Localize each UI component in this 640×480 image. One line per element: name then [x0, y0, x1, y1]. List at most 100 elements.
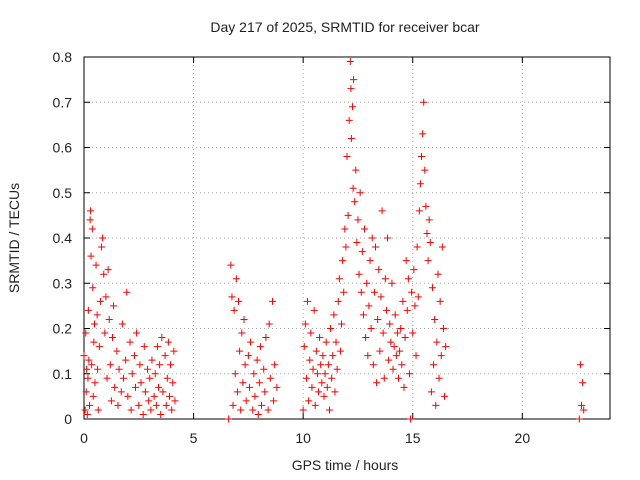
data-point: [401, 334, 409, 342]
data-point: [347, 85, 355, 93]
data-point: [83, 410, 91, 418]
data-point: [381, 275, 389, 283]
data-point: [250, 370, 258, 378]
data-point: [348, 103, 356, 111]
data-point: [270, 397, 278, 405]
data-point: [424, 257, 432, 265]
data-point: [235, 297, 243, 305]
data-point: [91, 320, 99, 328]
data-point: [265, 320, 273, 328]
data-point: [386, 320, 394, 328]
data-point: [247, 338, 255, 346]
data-point: [357, 288, 365, 296]
data-point: [347, 134, 355, 142]
y-tick-label: 0.6: [53, 140, 73, 156]
data-point: [328, 374, 336, 382]
data-point: [363, 279, 371, 287]
data-point: [368, 234, 376, 242]
data-point: [396, 347, 404, 355]
data-point: [438, 243, 446, 251]
data-point: [85, 401, 93, 409]
data-point: [108, 334, 116, 342]
data-point: [132, 383, 140, 391]
data-point: [338, 320, 346, 328]
data-point: [421, 166, 429, 174]
data-point: [312, 347, 320, 355]
data-point: [362, 334, 370, 342]
data-point: [323, 383, 331, 391]
data-point: [415, 207, 423, 215]
data-point: [318, 379, 326, 387]
data-point: [332, 338, 340, 346]
data-point: [353, 239, 361, 247]
data-point: [419, 130, 427, 138]
data-point: [83, 365, 91, 373]
data-point: [150, 392, 158, 400]
data-point: [398, 361, 406, 369]
data-point: [239, 379, 247, 387]
data-point: [89, 392, 97, 400]
data-point: [92, 261, 100, 269]
data-point: [271, 361, 279, 369]
data-point: [114, 401, 122, 409]
data-point: [266, 374, 274, 382]
data-point: [364, 352, 372, 360]
data-point: [133, 329, 141, 337]
data-point: [260, 365, 268, 373]
data-point: [155, 383, 163, 391]
data-point: [379, 329, 387, 337]
data-point: [88, 361, 96, 369]
data-point: [343, 153, 351, 161]
data-point: [139, 410, 147, 418]
data-point: [408, 288, 416, 296]
data-point: [313, 370, 321, 378]
x-tick-label: 10: [295, 430, 311, 446]
data-point: [304, 297, 312, 305]
data-point: [358, 248, 366, 256]
data-point: [307, 329, 315, 337]
data-point: [169, 379, 177, 387]
data-point: [575, 415, 583, 423]
data-point: [262, 334, 270, 342]
data-point: [228, 293, 236, 301]
data-point: [88, 225, 96, 233]
data-point: [94, 406, 102, 414]
data-point: [113, 347, 121, 355]
data-point: [233, 388, 241, 396]
data-point: [315, 388, 323, 396]
data-point: [101, 329, 109, 337]
data-point: [409, 329, 417, 337]
data-point: [365, 302, 373, 310]
data-point: [240, 315, 248, 323]
data-point: [273, 383, 281, 391]
data-point: [322, 338, 330, 346]
data-point: [128, 370, 136, 378]
data-point: [432, 401, 440, 409]
data-point: [254, 410, 262, 418]
data-point: [241, 361, 249, 369]
data-point: [156, 361, 164, 369]
data-point: [236, 347, 244, 355]
data-point: [420, 98, 428, 106]
data-point: [94, 365, 102, 373]
y-tick-label: 0.3: [53, 275, 73, 291]
data-point: [105, 315, 113, 323]
data-point: [425, 216, 433, 224]
data-point: [127, 406, 135, 414]
data-point: [387, 338, 395, 346]
data-point: [268, 297, 276, 305]
data-point: [238, 329, 246, 337]
data-point: [258, 401, 266, 409]
data-point: [414, 293, 422, 301]
data-point: [442, 343, 450, 351]
data-point: [395, 374, 403, 382]
data-point: [244, 352, 252, 360]
data-point: [351, 198, 359, 206]
y-tick-label: 0: [64, 411, 72, 427]
y-tick-label: 0.8: [53, 49, 73, 65]
data-point: [106, 361, 114, 369]
data-point: [423, 229, 431, 237]
data-point: [152, 401, 160, 409]
data-point: [161, 352, 169, 360]
data-point: [580, 406, 588, 414]
